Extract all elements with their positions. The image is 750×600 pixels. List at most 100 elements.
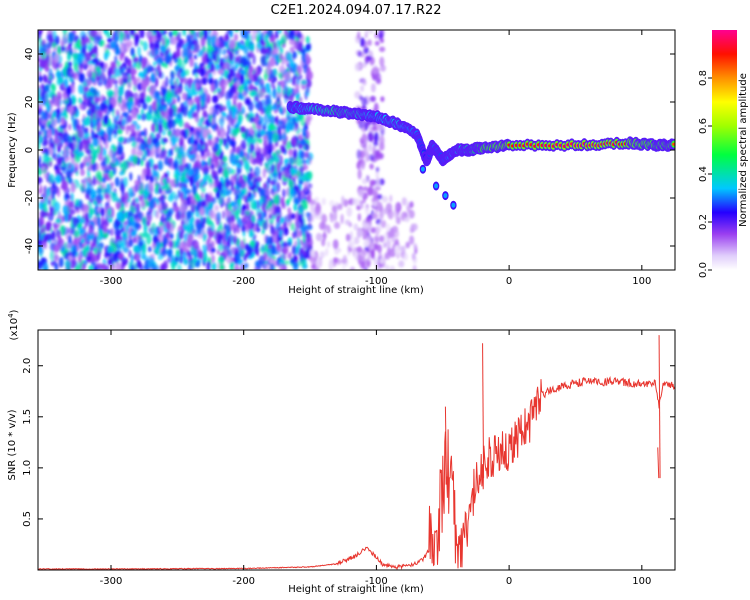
noise-blob [378,178,385,186]
noise-blob [294,225,300,232]
noise-blob [293,203,298,212]
noise-blob [258,88,265,99]
noise-blob [174,128,182,138]
noise-blob [260,55,267,64]
noise-blob [96,125,101,133]
noise-blob [373,132,379,143]
noise-blob [203,30,208,40]
noise-blob [62,108,67,118]
figure-title: C2E1.2024.094.07.17.R22 [270,3,441,18]
noise-blob [265,53,270,64]
branch-core [443,193,448,199]
noise-blob [259,109,264,116]
noise-blob [359,203,364,209]
noise-blob [164,54,171,65]
noise-blob [167,107,175,116]
noise-blob [258,255,266,265]
noise-blob [270,187,275,196]
noise-blob [333,210,337,222]
noise-blob [90,189,97,200]
noise-blob [176,264,182,270]
noise-blob [369,163,374,170]
noise-blob [310,257,317,264]
noise-blob [148,35,153,44]
noise-blob [223,61,230,70]
noise-blob [220,129,224,139]
noise-blob [263,182,267,190]
noise-blob [177,95,181,103]
noise-blob [333,221,341,229]
colorbar-label: Normalized spectral amplitude [738,73,749,227]
noise-blob [73,42,78,50]
noise-blob [280,79,285,88]
noise-blob [45,92,49,101]
noise-blob [268,258,275,264]
noise-blob [288,180,294,189]
noise-blob [204,64,212,70]
branch-core [420,166,425,172]
noise-blob [230,246,236,255]
noise-blob [267,132,274,141]
noise-blob [230,139,237,148]
noise-blob [94,58,100,66]
noise-blob [48,75,53,81]
noise-blob [127,187,134,199]
noise-blob [178,112,183,121]
noise-blob [227,123,231,135]
noise-blob [169,232,174,240]
noise-blob [82,63,88,70]
noise-blob [54,244,61,253]
noise-blob [374,40,380,46]
noise-blob [294,83,300,92]
noise-blob [248,43,255,52]
noise-blob [246,136,251,143]
noise-blob [279,53,284,61]
noise-blob [224,40,229,47]
noise-blob [128,239,134,248]
noise-blob [75,206,81,214]
noise-blob [129,216,134,223]
noise-blob [194,82,200,89]
noise-blob [160,44,166,53]
noise-blob [171,36,177,46]
noise-blob [356,149,362,160]
noise-blob [233,33,239,42]
noise-blob [80,39,86,47]
x-tick-label: -300 [100,276,123,287]
noise-blob [256,36,260,43]
noise-blob [206,194,213,203]
noise-blob [379,56,385,67]
noise-blob [124,56,129,64]
y-tick-label: 0 [24,147,35,153]
noise-blob [55,218,62,224]
noise-blob [43,262,49,270]
noise-blob [139,30,145,39]
noise-blob [110,41,117,50]
noise-blob [250,90,258,97]
noise-blob [245,65,249,74]
noise-blob [86,136,92,144]
x-tick-label: -200 [232,576,255,587]
noise-blob [290,122,295,131]
noise-blob [48,68,53,77]
noise-blob [166,210,173,219]
noise-blob [193,229,198,238]
noise-blob [57,131,64,138]
noise-blob [226,197,230,204]
noise-blob [147,192,153,199]
noise-blob [39,184,43,194]
noise-blob [211,50,217,59]
noise-blob [74,265,80,270]
noise-blob [189,177,194,187]
noise-blob [217,69,224,75]
noise-blob [362,223,370,230]
noise-blob [95,109,99,120]
noise-blob [354,251,358,261]
noise-blob [357,168,362,180]
noise-blob [71,258,76,270]
noise-blob [92,119,96,127]
noise-blob [218,255,225,266]
noise-blob [305,36,310,44]
noise-blob [368,154,375,161]
noise-blob [151,123,156,133]
